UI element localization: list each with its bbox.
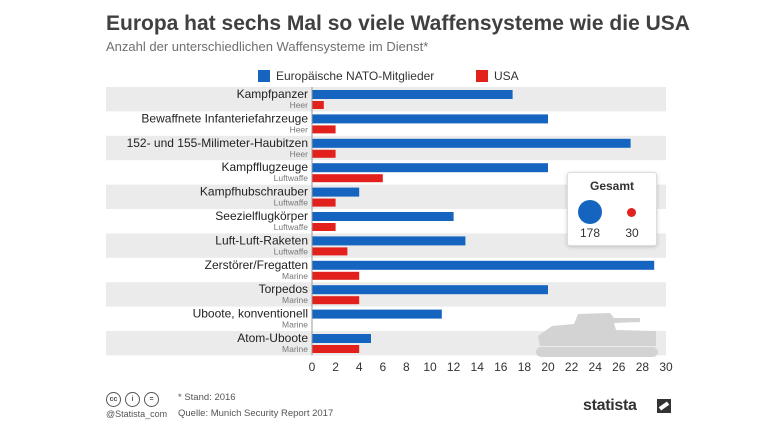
- bar-eu: [312, 187, 360, 197]
- us-total-value: 30: [625, 226, 639, 240]
- branch-label: Marine: [282, 320, 308, 330]
- category-label: Seezielflugkörper: [215, 209, 308, 223]
- chart-title: Europa hat sechs Mal so viele Waffensyst…: [106, 12, 690, 35]
- x-tick-label: 8: [403, 360, 410, 374]
- chart-subtitle: Anzahl der unterschiedlichen Waffensyste…: [106, 39, 429, 54]
- branch-label: Marine: [282, 344, 308, 354]
- bar-us: [312, 125, 336, 134]
- footnote: * Stand: 2016: [178, 392, 236, 403]
- category-label: Atom-Uboote: [237, 331, 308, 345]
- category-label: 152- und 155-Milimeter-Haubitzen: [127, 136, 308, 150]
- x-tick-label: 2: [332, 360, 339, 374]
- x-tick-label: 26: [612, 360, 626, 374]
- statista-logo-icon: [657, 399, 671, 413]
- category-label: Kampfhubschrauber: [200, 185, 308, 199]
- branch-label: Heer: [290, 100, 309, 110]
- tank-silhouette-icon: [538, 313, 656, 346]
- branch-label: Luftwaffe: [274, 173, 309, 183]
- legend-us-label: USA: [494, 69, 519, 83]
- x-tick-label: 4: [356, 360, 363, 374]
- legend-eu-swatch: [258, 70, 270, 82]
- bar-eu: [312, 285, 548, 295]
- source-note: Quelle: Munich Security Report 2017: [178, 408, 334, 419]
- eu-total-dot: [578, 200, 602, 224]
- bar-us: [312, 149, 336, 158]
- no-derivatives-icon: =: [144, 392, 159, 407]
- bar-eu: [312, 334, 371, 343]
- x-tick-label: 22: [565, 360, 579, 374]
- us-total-dot: [627, 208, 636, 217]
- x-tick-label: 20: [541, 360, 555, 374]
- x-tick-label: 24: [589, 360, 603, 374]
- creative-commons-icon: cc: [106, 392, 121, 407]
- bar-us: [312, 223, 336, 231]
- bar-eu: [312, 114, 548, 124]
- branch-label: Heer: [290, 124, 309, 134]
- bar-us: [312, 271, 360, 280]
- bar-us: [312, 198, 336, 207]
- x-tick-label: 16: [494, 360, 508, 374]
- branch-label: Heer: [290, 149, 309, 159]
- statista-logo: statista: [583, 397, 637, 414]
- category-label: Kampfpanzer: [237, 87, 308, 101]
- bar-us: [312, 296, 360, 305]
- x-tick-label: 18: [518, 360, 532, 374]
- bar-eu: [312, 212, 454, 221]
- category-label: Uboote, konventionell: [193, 307, 308, 321]
- category-label: Bewaffnete Infanteriefahrzeuge: [141, 111, 308, 125]
- totals-title: Gesamt: [589, 179, 635, 193]
- bar-us: [312, 345, 360, 353]
- x-tick-label: 14: [471, 360, 485, 374]
- x-tick-label: 28: [636, 360, 650, 374]
- bar-eu: [312, 260, 655, 270]
- bar-eu: [312, 138, 631, 148]
- branch-label: Luftwaffe: [274, 222, 309, 232]
- x-tick-label: 6: [379, 360, 386, 374]
- bar-eu: [312, 90, 513, 99]
- branch-label: Luftwaffe: [274, 246, 309, 256]
- bar-us: [312, 101, 324, 109]
- category-label: Zerstörer/Fregatten: [205, 258, 308, 272]
- attribution-icon: i: [125, 392, 140, 407]
- legend-eu-label: Europäische NATO-Mitglieder: [276, 69, 434, 83]
- x-tick-label: 12: [447, 360, 461, 374]
- category-label: Torpedos: [259, 282, 308, 296]
- branch-label: Luftwaffe: [274, 198, 309, 208]
- x-tick-label: 30: [659, 360, 673, 374]
- bar-us: [312, 247, 348, 256]
- category-label: Luft-Luft-Raketen: [215, 233, 308, 247]
- tank-track-icon: [536, 347, 658, 357]
- legend-us-swatch: [476, 70, 488, 82]
- category-label: Kampfflugzeuge: [221, 160, 308, 174]
- bar-eu: [312, 309, 442, 319]
- branch-label: Marine: [282, 271, 308, 281]
- x-tick-label: 10: [423, 360, 437, 374]
- totals-box: Gesamt 178 30: [567, 172, 657, 246]
- bar-eu: [312, 236, 466, 246]
- branch-label: Marine: [282, 295, 308, 305]
- statista-handle: @Statista_com: [106, 409, 168, 419]
- x-tick-label: 0: [309, 360, 316, 374]
- bar-eu: [312, 163, 548, 173]
- eu-total-value: 178: [579, 226, 601, 240]
- bar-us: [312, 174, 383, 183]
